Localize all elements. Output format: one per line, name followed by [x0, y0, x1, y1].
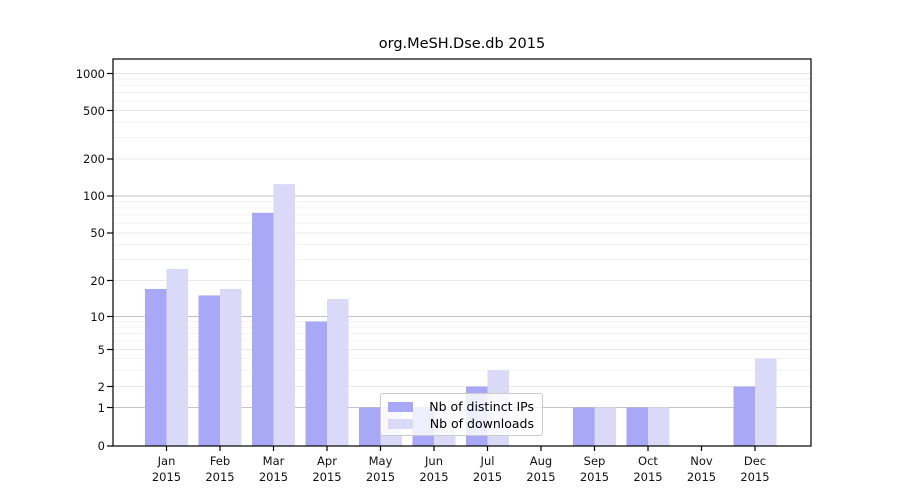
- legend: Nb of distinct IPs Nb of downloads: [380, 393, 543, 436]
- bar-downloads-feb: [220, 288, 242, 446]
- bar-distinct-ips-mar: [252, 212, 274, 446]
- x-tick-label-nov: Nov 2015: [686, 454, 717, 484]
- y-tick-label-5: 5: [97, 342, 105, 357]
- y-tick-label-1: 1: [97, 400, 105, 415]
- x-tick-label-aug: Aug 2015: [526, 454, 556, 484]
- x-tick-label-oct: Oct 2015: [633, 454, 663, 484]
- bar-distinct-ips-feb: [198, 295, 220, 446]
- legend-label: Nb of downloads: [429, 416, 534, 431]
- y-tick-label-1000: 1000: [75, 66, 105, 81]
- bar-downloads-mar: [273, 184, 295, 446]
- x-tick-label-dec: Dec 2015: [740, 454, 770, 484]
- y-tick-label-50: 50: [90, 226, 105, 240]
- y-tick-label-2: 2: [97, 379, 105, 394]
- y-tick-label-500: 500: [83, 103, 105, 118]
- plot-frame: [112, 58, 812, 447]
- x-tick-label-apr: Apr 2015: [312, 454, 342, 484]
- downloads-swatch-icon: [388, 418, 413, 429]
- chart-title: org.MeSH.Dse.db 2015: [378, 36, 546, 52]
- bar-downloads-jan: [166, 268, 188, 446]
- bar-downloads-dec: [755, 358, 777, 446]
- legend-label: Nb of distinct IPs: [429, 399, 534, 414]
- x-tick-label-jul: Jul 2015: [472, 454, 503, 484]
- x-tick-label-jan: Jan 2015: [151, 454, 182, 484]
- y-tick-label-20: 20: [90, 273, 105, 288]
- bar-distinct-ips-sep: [573, 407, 595, 446]
- bar-distinct-ips-oct: [626, 407, 648, 446]
- y-tick-label-10: 10: [90, 309, 105, 324]
- y-tick-label-0: 0: [97, 439, 105, 453]
- bar-distinct-ips-dec: [733, 386, 755, 446]
- bar-distinct-ips-jan: [145, 288, 167, 446]
- legend-entry-downloads: Nb of downloads: [388, 416, 534, 431]
- bar-downloads-oct: [648, 407, 670, 446]
- distinct-ips-swatch-icon: [388, 401, 413, 412]
- bar-distinct-ips-apr: [305, 321, 327, 446]
- bar-downloads-sep: [594, 407, 616, 446]
- bar-downloads-apr: [327, 299, 349, 446]
- x-tick-label-feb: Feb 2015: [205, 454, 235, 484]
- bar-distinct-ips-may: [359, 407, 381, 446]
- x-tick-label-jun: Jun 2015: [419, 454, 449, 484]
- x-tick-label-sep: Sep 2015: [579, 454, 610, 484]
- legend-entry-distinct-ips: Nb of distinct IPs: [388, 399, 534, 414]
- y-tick-label-100: 100: [83, 189, 105, 203]
- y-tick-label-200: 200: [83, 152, 105, 166]
- x-tick-label-mar: Mar 2015: [258, 454, 289, 484]
- x-tick-label-may: May 2015: [365, 454, 396, 484]
